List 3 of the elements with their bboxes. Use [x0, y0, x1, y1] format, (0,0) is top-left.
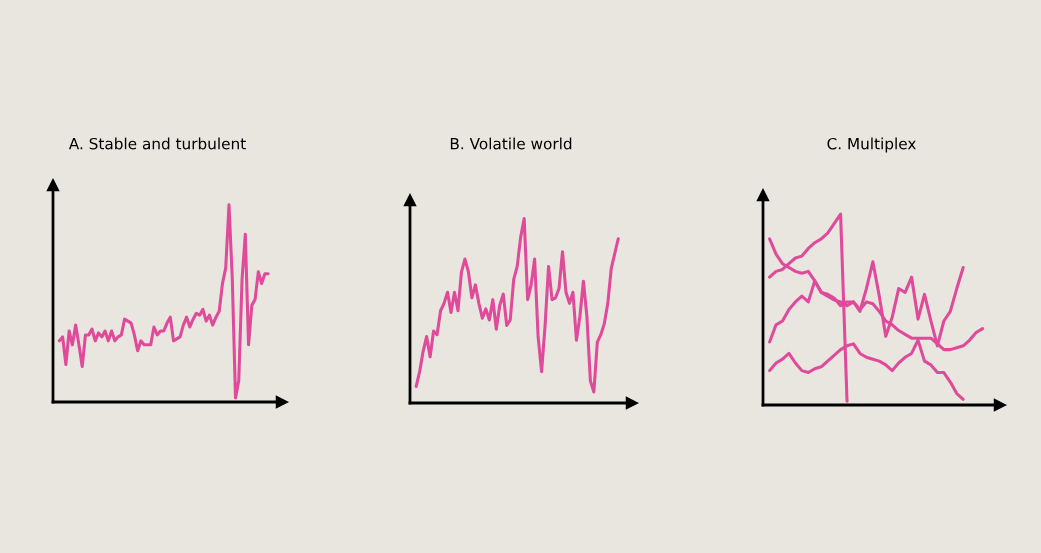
chart-title: A. Stable and turbulent	[68, 137, 246, 150]
chart-title: B. Volatile world	[450, 137, 572, 150]
chart-title: C. Multiplex	[827, 137, 916, 153]
